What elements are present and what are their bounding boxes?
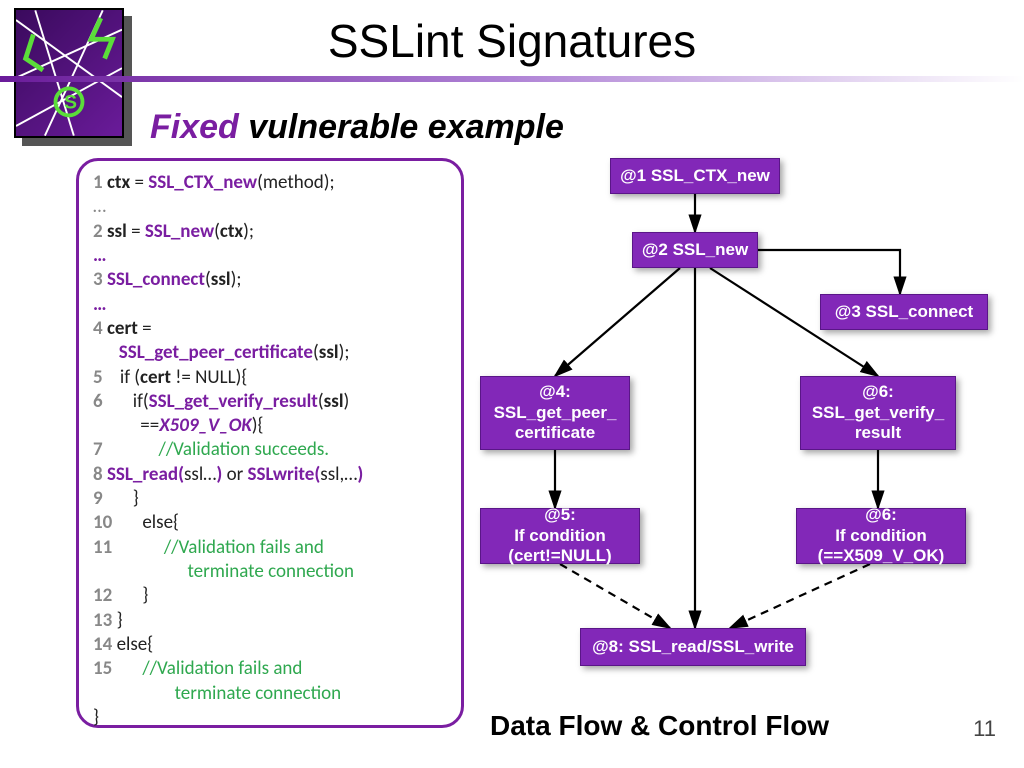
code-listing: 1 ctx = SSL_CTX_new(method);…2 ssl = SSL… [76,158,464,728]
subtitle-fixed: Fixed [150,108,239,146]
code-line: 13 } [93,609,447,633]
code-line: 10 else{ [93,511,447,535]
code-line: ==X509_V_OK){ [93,414,447,438]
code-line: 11 //Validation fails and [93,536,447,560]
code-line: 9 } [93,487,447,511]
code-line: terminate connection [93,560,447,584]
flow-node: @1 SSL_CTX_new [610,158,780,194]
flow-node: @8: SSL_read/SSL_write [580,628,806,666]
flow-node: @2 SSL_new [632,232,758,268]
flow-node: @3 SSL_connect [820,294,988,330]
code-line: terminate connection [93,682,447,706]
code-line: 1 ctx = SSL_CTX_new(method); [93,171,447,195]
subtitle-rest: vulnerable example [239,108,564,146]
flow-caption: Data Flow & Control Flow [490,710,829,742]
flow-node: @4:SSL_get_peer_certificate [480,376,630,450]
slide-title: SSLint Signatures [0,14,1024,68]
code-line: 5 if (cert != NULL){ [93,366,447,390]
code-line: 4 cert = [93,317,447,341]
title-divider [0,76,1024,82]
code-line: 7 //Validation succeeds. [93,438,447,462]
code-line: 15 //Validation fails and [93,657,447,681]
flow-node: @6:SSL_get_verify_result [800,376,956,450]
code-line: 6 if(SSL_get_verify_result(ssl) [93,390,447,414]
code-line: 8 SSL_read(ssl…) or SSLwrite(ssl,…) [93,463,447,487]
page-number: 11 [973,716,996,742]
flow-edge [560,564,670,628]
code-line: 14 else{ [93,633,447,657]
flow-edge [730,564,870,628]
flow-edge [758,250,900,294]
code-line: … [93,293,447,317]
code-line: 2 ssl = SSL_new(ctx); [93,220,447,244]
flow-edge [555,268,680,376]
flow-node: @5:If condition (cert!=NULL) [480,508,640,564]
code-line: … [93,195,447,219]
code-line: } [93,706,447,730]
flow-node: @6:If condition (==X509_V_OK) [796,508,966,564]
code-line: … [93,244,447,268]
flow-diagram: @1 SSL_CTX_new @2 SSL_new @3 SSL_connect @4… [470,158,1022,738]
code-line: 12 } [93,584,447,608]
code-line: 3 SSL_connect(ssl); [93,268,447,292]
slide-subtitle: Fixed vulnerable example [150,108,564,147]
code-line: SSL_get_peer_certificate(ssl); [93,341,447,365]
svg-text:S: S [64,93,77,114]
